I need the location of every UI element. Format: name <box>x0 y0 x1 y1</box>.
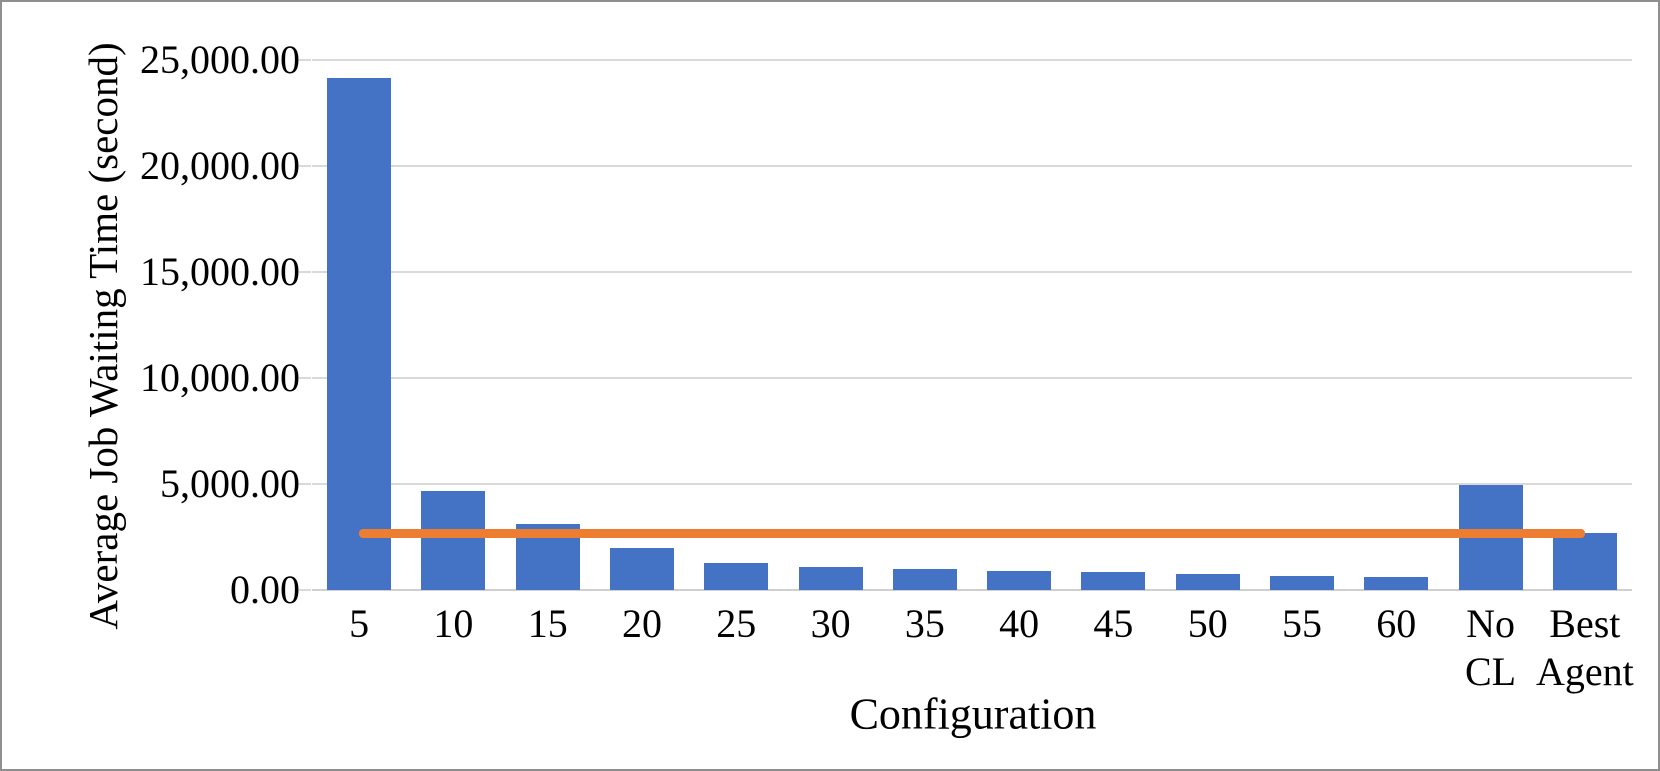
gridline <box>312 59 1632 61</box>
x-tick-label-40: 40 <box>999 601 1040 646</box>
x-axis-line <box>312 589 1632 591</box>
y-tick-mark <box>299 483 311 485</box>
gridline <box>312 271 1632 273</box>
y-tick-label: 5,000.00 <box>160 461 300 506</box>
bar-10 <box>421 491 486 590</box>
y-tick-mark <box>299 59 311 61</box>
y-tick-mark <box>299 377 311 379</box>
gridline <box>312 377 1632 379</box>
y-axis-title: Average Job Waiting Time (second) <box>80 42 126 630</box>
bar-35 <box>892 569 957 590</box>
x-tick-label-10: 10 <box>433 601 474 646</box>
plot-area <box>312 59 1632 591</box>
x-axis-title: Configuration <box>849 689 1097 739</box>
bar-20 <box>610 547 674 590</box>
y-tick-label: 0.00 <box>230 567 300 612</box>
x-tick-label-no-cl: No CL <box>1465 601 1517 694</box>
gridline <box>312 483 1632 485</box>
gridline <box>312 165 1632 167</box>
x-tick-label-15: 15 <box>527 601 568 646</box>
bar-5 <box>327 78 392 590</box>
y-tick-label: 15,000.00 <box>140 249 300 294</box>
x-tick-label-5: 5 <box>349 601 370 646</box>
bar-40 <box>987 570 1052 590</box>
x-tick-label-best-agent: Best Agent <box>1535 601 1634 694</box>
y-tick-label: 25,000.00 <box>140 37 300 82</box>
y-tick-label: 20,000.00 <box>140 143 300 188</box>
bar-50 <box>1175 573 1240 590</box>
bar-30 <box>798 566 863 590</box>
y-tick-mark <box>299 165 311 167</box>
x-tick-label-55: 55 <box>1282 601 1322 646</box>
x-tick-label-60: 60 <box>1376 601 1417 646</box>
x-tick-label-45: 45 <box>1093 601 1134 646</box>
x-tick-label-50: 50 <box>1187 601 1228 646</box>
y-tick-mark <box>299 589 311 591</box>
x-tick-label-35: 35 <box>904 601 945 646</box>
bar-best-agent <box>1552 532 1617 590</box>
bar-55 <box>1270 576 1334 590</box>
y-tick-label: 10,000.00 <box>140 355 300 400</box>
bar-45 <box>1081 571 1146 590</box>
bar-25 <box>704 562 769 590</box>
x-tick-label-25: 25 <box>716 601 757 646</box>
x-tick-label-30: 30 <box>810 601 851 646</box>
reference-line <box>359 528 1585 538</box>
x-tick-label-20: 20 <box>622 601 662 646</box>
bar-60 <box>1364 576 1429 590</box>
y-tick-mark <box>299 271 311 273</box>
